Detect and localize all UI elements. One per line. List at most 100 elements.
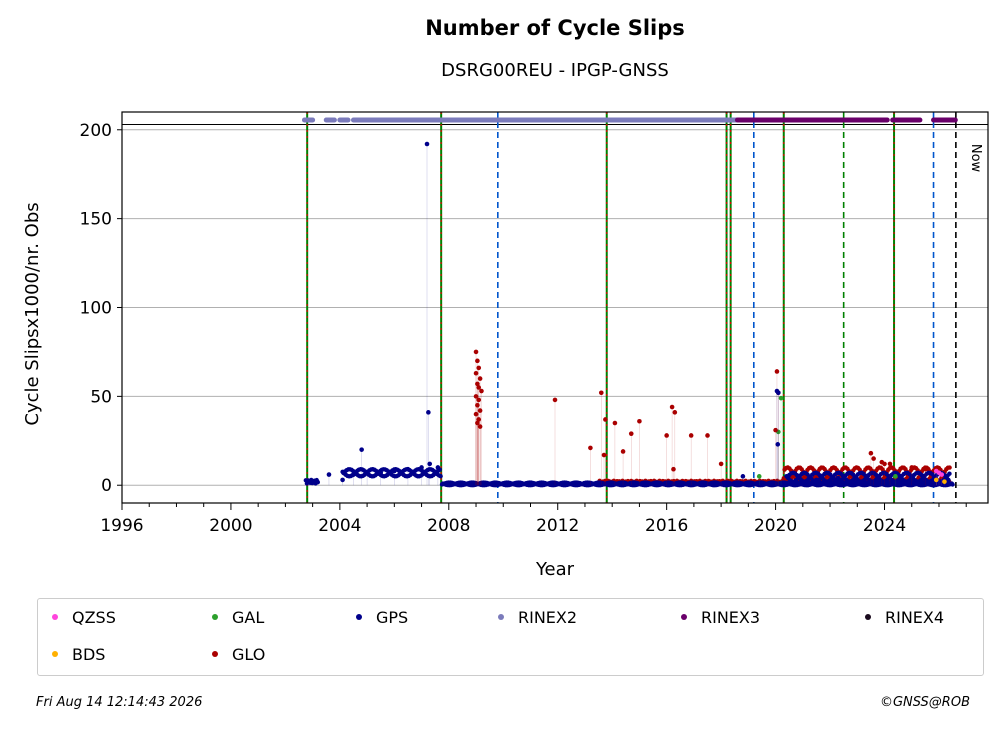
- legend-item-qzss: QZSS: [52, 608, 116, 628]
- legend-item-rinex4: RINEX4: [865, 608, 944, 628]
- x-tick-label: 2008: [427, 516, 470, 536]
- legend-item-rinex2: RINEX2: [498, 608, 577, 628]
- x-tick-label: 1996: [100, 516, 143, 536]
- y-tick-label: 100: [80, 299, 112, 319]
- glo-point: [774, 369, 780, 374]
- gps-point: [427, 461, 433, 467]
- gal-point: [756, 474, 762, 479]
- gps-point: [947, 471, 952, 476]
- chart-legend: QZSS BDS GAL GLO GPS RINEX2 RINEX3 RINEX…: [37, 598, 984, 676]
- glo-point: [598, 390, 604, 396]
- legend-marker: [865, 613, 871, 620]
- glo-point: [671, 466, 676, 472]
- gps-point: [359, 447, 364, 452]
- now-label: Now: [968, 144, 983, 173]
- glo-point: [475, 381, 480, 387]
- glo-point: [637, 418, 642, 424]
- glo-point: [923, 466, 928, 472]
- x-tick-label: 2004: [318, 516, 361, 536]
- gps-point: [405, 466, 411, 472]
- legend-label: GPS: [376, 608, 409, 627]
- legend-marker: [356, 613, 362, 620]
- gps-point: [426, 410, 431, 415]
- glo-point: [476, 397, 482, 403]
- glo-point: [718, 461, 724, 467]
- legend-label: GLO: [232, 645, 266, 664]
- legend-label: QZSS: [72, 608, 116, 627]
- y-tick-label: 200: [80, 121, 112, 141]
- glo-point: [773, 427, 778, 433]
- gps-point: [776, 390, 781, 396]
- gps-point: [814, 477, 819, 483]
- footer-credit: ©GNSS@ROB: [879, 695, 970, 710]
- glo-point: [868, 450, 874, 456]
- glo-point: [473, 394, 479, 399]
- glo-point: [473, 411, 479, 417]
- vertical-marker-layer: [306, 112, 957, 503]
- legend-item-bds: BDS: [52, 645, 105, 665]
- glo-point: [947, 465, 952, 470]
- glo-point: [477, 424, 483, 429]
- legend-marker: [52, 613, 58, 620]
- legend-item-glo: GLO: [212, 645, 265, 665]
- legend-marker: [681, 613, 687, 620]
- legend-label: GAL: [232, 608, 265, 627]
- data-layer: [301, 117, 958, 488]
- glo-point: [473, 349, 479, 355]
- gps-point: [775, 442, 781, 447]
- glo-point: [473, 370, 479, 376]
- gps-point: [378, 470, 384, 476]
- glo-point: [479, 388, 484, 394]
- glo-point: [476, 365, 482, 371]
- glo-point: [612, 420, 618, 426]
- glo-point: [477, 376, 483, 381]
- gal-point: [893, 474, 898, 479]
- legend-item-gps: GPS: [356, 608, 408, 628]
- x-tick-label: 2020: [754, 516, 797, 536]
- gps-point: [950, 482, 955, 487]
- glo-point: [672, 410, 678, 415]
- x-tick-label: 2012: [536, 516, 579, 536]
- glo-point: [871, 456, 876, 461]
- gps-point: [326, 472, 332, 477]
- legend-label: RINEX3: [701, 608, 761, 627]
- legend-marker: [212, 650, 218, 657]
- bds-point: [933, 477, 939, 483]
- glo-point: [909, 465, 915, 470]
- glo-point: [588, 445, 593, 451]
- y-tick-label: 0: [101, 476, 112, 496]
- gps-point: [351, 472, 356, 477]
- glo-point: [887, 461, 893, 467]
- legend-label: RINEX4: [885, 608, 945, 627]
- glo-point: [705, 433, 710, 438]
- gps-point: [438, 474, 443, 479]
- cycle-slips-chart: 0 50 100 150 200 1996 2000 2004 2008 2012 2016 2020…: [22, 111, 989, 580]
- glo-point: [476, 417, 482, 422]
- glo-point: [628, 431, 634, 436]
- legend-marker: [52, 650, 58, 657]
- gps-point: [424, 141, 430, 147]
- axis-layer: 0 50 100 150 200 1996 2000 2004 2008 2012 2016 2020…: [80, 121, 967, 536]
- x-axis-label: Year: [535, 559, 575, 580]
- gps-point: [419, 465, 424, 470]
- glo-point: [475, 402, 480, 408]
- glo-point: [664, 433, 669, 438]
- gps-point: [835, 475, 841, 481]
- x-tick-label: 2024: [863, 516, 906, 536]
- glo-point: [688, 433, 694, 438]
- y-axis-label: Cycle Slipsx1000/nr. Obs: [22, 202, 43, 425]
- legend-marker: [212, 613, 218, 620]
- y-tick-label: 150: [80, 210, 112, 230]
- gps-point: [898, 475, 904, 481]
- gal-point: [778, 395, 784, 401]
- glo-point: [476, 385, 482, 390]
- gps-point: [315, 480, 321, 485]
- x-tick-label: 2000: [209, 516, 252, 536]
- glo-point: [552, 397, 558, 403]
- footer-timestamp: Fri Aug 14 12:14:43 2026: [36, 695, 203, 710]
- qzss-point: [939, 472, 945, 477]
- glo-point: [669, 404, 675, 410]
- glo-point: [882, 461, 887, 467]
- gps-point: [364, 470, 370, 476]
- legend-label: RINEX2: [518, 608, 578, 627]
